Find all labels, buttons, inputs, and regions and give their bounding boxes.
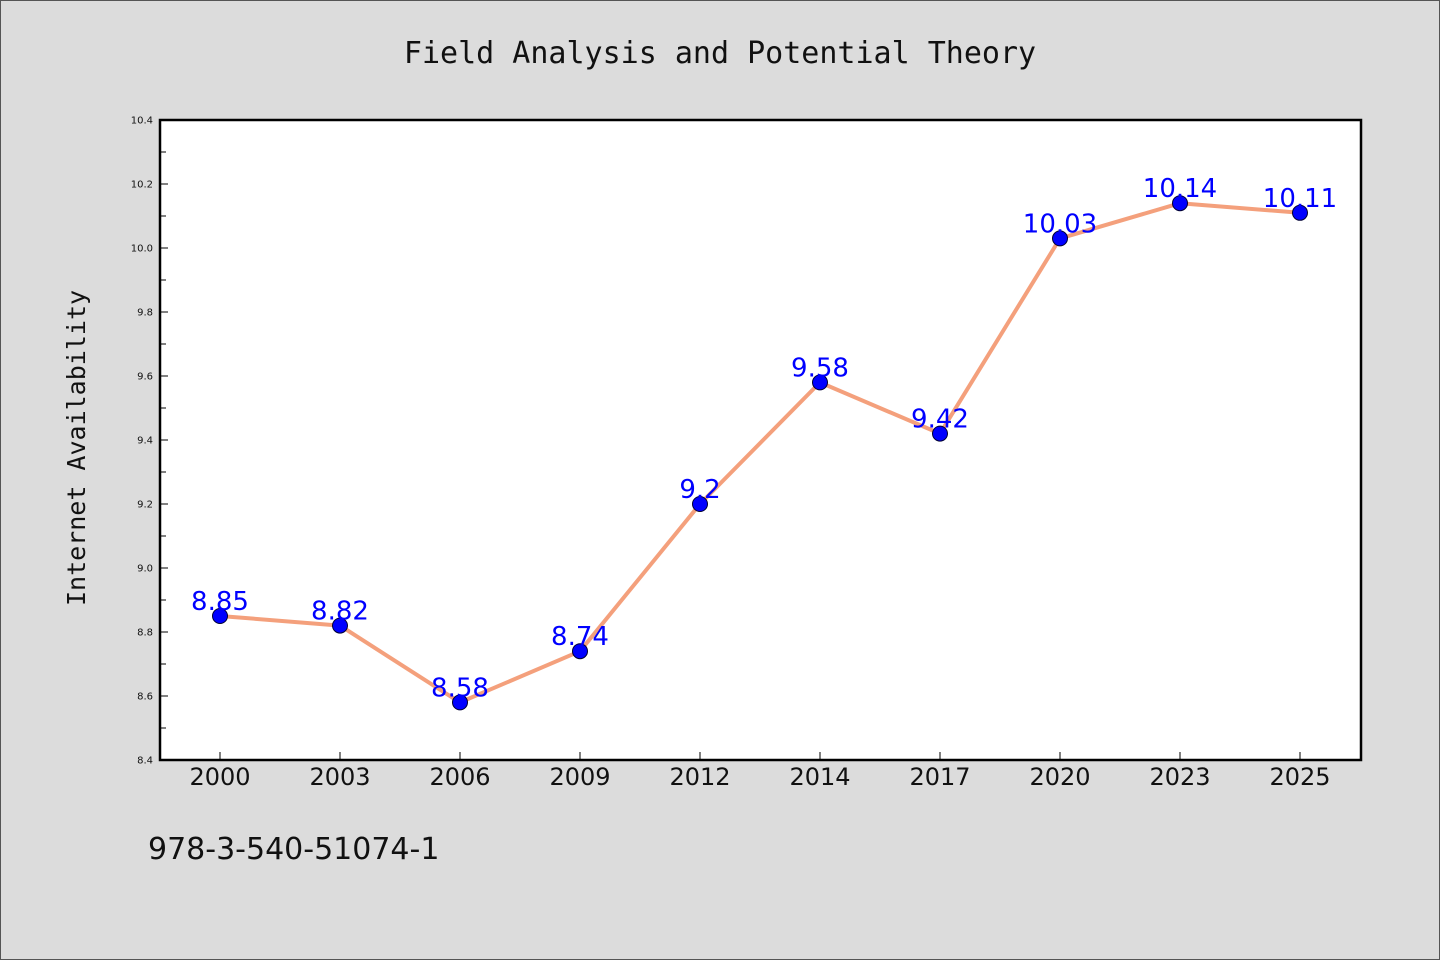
data-point: [572, 643, 588, 660]
x-axis: 2000 2003 2006 2009 2012 2014 2017 2020 2023 2025: [189, 752, 1331, 791]
chart-title: Field Analysis and Potential Theory: [404, 36, 1036, 71]
data-point: [1292, 204, 1308, 221]
data-label: 9.42: [911, 405, 969, 435]
y-tick-label: 8.4: [137, 756, 153, 767]
data-label: 8.58: [431, 673, 489, 703]
data-label: 10.14: [1143, 174, 1217, 204]
x-tick-label: 2009: [549, 763, 610, 791]
data-point: [812, 374, 828, 391]
data-point: [1172, 195, 1188, 212]
isbn-text: 978-3-540-51074-1: [148, 832, 440, 867]
series-layer: 8.85 8.82 8.58 8.74 9.2 9.58 9.42 10.03 10.14 10.…: [191, 174, 1337, 711]
data-point: [692, 496, 708, 512]
y-tick-label: 10.0: [131, 244, 153, 255]
data-point: [452, 694, 468, 711]
data-label: 10.03: [1023, 209, 1097, 239]
y-tick-label: 10.2: [131, 180, 153, 191]
x-tick-label: 2025: [1269, 763, 1330, 791]
y-tick-label: 10.4: [131, 116, 153, 127]
x-tick-label: 2000: [189, 763, 250, 791]
y-axis-label: Internet Availability: [62, 290, 91, 606]
data-label: 10.11: [1263, 184, 1337, 214]
x-tick-label: 2006: [429, 763, 490, 791]
data-point: [212, 608, 228, 624]
y-tick-label: 8.6: [137, 692, 153, 703]
data-label: 8.85: [191, 587, 249, 617]
y-tick-label: 9.0: [137, 564, 153, 575]
y-tick-label: 9.4: [137, 436, 153, 447]
x-tick-label: 2014: [789, 763, 850, 791]
data-label: 8.74: [551, 622, 609, 652]
x-tick-label: 2012: [669, 763, 730, 791]
x-tick-label: 2017: [909, 763, 970, 791]
y-tick-label: 9.6: [137, 372, 153, 383]
data-label: 9.2: [679, 475, 720, 505]
x-tick-label: 2020: [1029, 763, 1090, 791]
y-tick-label: 9.8: [137, 308, 153, 319]
x-tick-label: 2003: [309, 763, 370, 791]
x-tick-label: 2023: [1149, 763, 1210, 791]
y-tick-label: 9.2: [137, 500, 153, 511]
data-label: 9.58: [791, 353, 849, 383]
series-line: [218, 201, 1302, 705]
data-point: [1052, 230, 1068, 247]
y-tick-label: 8.8: [137, 628, 153, 639]
y-axis: 8.4 8.6 8.8 9.0 9.2 9.4 9.6 9.8 10.0 10.2 10.4: [131, 116, 168, 767]
data-point: [932, 425, 948, 442]
data-label: 8.82: [311, 597, 369, 627]
data-point: [332, 617, 348, 634]
